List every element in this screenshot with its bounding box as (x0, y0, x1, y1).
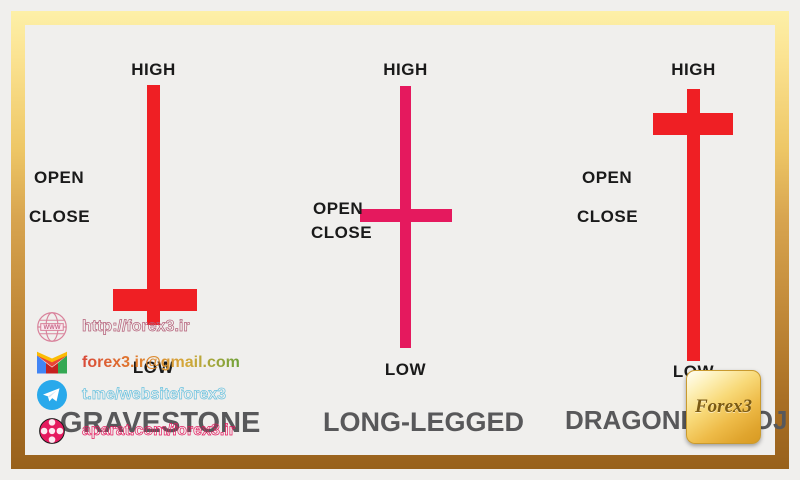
svg-text:WWW: WWW (44, 325, 61, 331)
